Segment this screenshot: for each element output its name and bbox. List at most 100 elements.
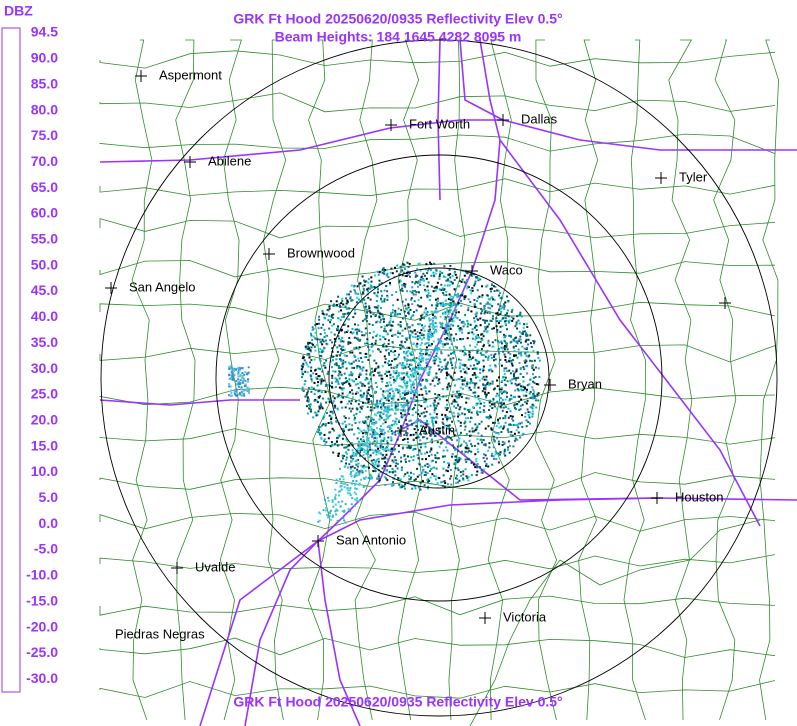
echo-pixel [427, 336, 430, 339]
echo-pixel [536, 393, 539, 396]
echo-pixel [397, 323, 400, 326]
echo-pixel [504, 414, 507, 417]
echo-pixel [400, 409, 403, 412]
echo-pixel [326, 514, 328, 517]
echo-pixel [483, 387, 485, 390]
echo-pixel [386, 444, 389, 447]
echo-pixel [315, 399, 318, 402]
echo-pixel [314, 369, 317, 372]
echo-pixel [452, 317, 455, 320]
echo-pixel [357, 427, 360, 430]
echo-pixel [408, 262, 411, 265]
echo-pixel [445, 342, 448, 345]
echo-pixel [389, 281, 391, 284]
echo-pixel [343, 510, 346, 513]
echo-pixel [380, 294, 383, 297]
echo-pixel [423, 329, 426, 332]
echo-pixel [312, 416, 315, 419]
echo-pixel [304, 370, 307, 373]
echo-pixel [522, 432, 525, 435]
echo-pixel [525, 346, 528, 349]
echo-pixel [352, 453, 355, 456]
echo-pixel [361, 440, 364, 443]
echo-pixel [463, 453, 466, 456]
echo-pixel [312, 335, 315, 338]
echo-pixel [460, 338, 463, 341]
echo-pixel [303, 359, 306, 362]
echo-pixel [409, 275, 411, 278]
echo-pixel [311, 328, 314, 331]
echo-pixel [379, 350, 382, 353]
echo-pixel [434, 393, 437, 396]
echo-pixel [237, 393, 240, 396]
echo-pixel [430, 430, 433, 433]
echo-pixel [411, 424, 413, 427]
echo-pixel [364, 420, 367, 423]
echo-pixel [402, 367, 405, 370]
city-marker [385, 119, 397, 131]
city-label: Fort Worth [409, 116, 470, 131]
echo-pixel [446, 361, 449, 364]
echo-pixel [358, 446, 361, 449]
echo-pixel [469, 364, 472, 367]
echo-pixel [458, 365, 461, 368]
echo-pixel [482, 335, 485, 338]
echo-pixel [412, 449, 415, 452]
echo-pixel [493, 457, 496, 460]
echo-pixel [498, 341, 501, 344]
echo-pixel [315, 338, 318, 341]
echo-pixel [330, 422, 333, 425]
echo-pixel [452, 300, 455, 303]
echo-pixel [376, 401, 378, 404]
echo-pixel [435, 325, 438, 328]
echo-pixel [475, 402, 478, 405]
echo-pixel [453, 434, 456, 437]
echo-pixel [426, 349, 429, 352]
echo-pixel [518, 313, 521, 316]
echo-pixel [367, 287, 370, 290]
echo-pixel [419, 336, 421, 339]
echo-pixel [364, 465, 367, 468]
echo-pixel [422, 396, 425, 399]
echo-pixel [419, 323, 422, 326]
echo-pixel [339, 304, 341, 307]
echo-pixel [506, 312, 508, 315]
echo-pixel [429, 323, 432, 326]
echo-pixel [368, 443, 371, 446]
echo-pixel [426, 437, 429, 440]
echo-pixel [413, 407, 415, 410]
echo-pixel [346, 466, 349, 469]
echo-pixel [370, 286, 373, 289]
echo-pixel [400, 397, 403, 400]
echo-pixel [410, 471, 412, 474]
echo-pixel [429, 351, 432, 354]
echo-pixel [411, 281, 414, 284]
echo-pixel [471, 337, 474, 340]
legend-unit: DBZ [4, 3, 33, 19]
echo-pixel [345, 302, 348, 305]
echo-pixel [478, 379, 481, 382]
echo-pixel [514, 377, 517, 380]
echo-pixel [308, 341, 311, 344]
echo-pixel [411, 373, 414, 376]
echo-pixel [305, 361, 308, 364]
echo-pixel [526, 384, 529, 387]
echo-pixel [492, 455, 495, 458]
echo-pixel [407, 455, 409, 458]
echo-pixel [514, 382, 517, 385]
echo-pixel [385, 413, 388, 416]
echo-pixel [381, 457, 384, 460]
echo-pixel [402, 378, 405, 381]
echo-pixel [445, 310, 448, 313]
echo-pixel [342, 428, 345, 431]
echo-pixel [502, 427, 505, 430]
echo-pixel [336, 329, 339, 332]
legend-label: 30.0 [31, 360, 58, 376]
echo-pixel [234, 394, 237, 397]
echo-pixel [464, 408, 467, 411]
echo-pixel [380, 326, 383, 329]
echo-pixel [400, 377, 403, 380]
echo-pixel [436, 457, 439, 460]
echo-pixel [489, 416, 492, 419]
echo-pixel [367, 445, 370, 448]
